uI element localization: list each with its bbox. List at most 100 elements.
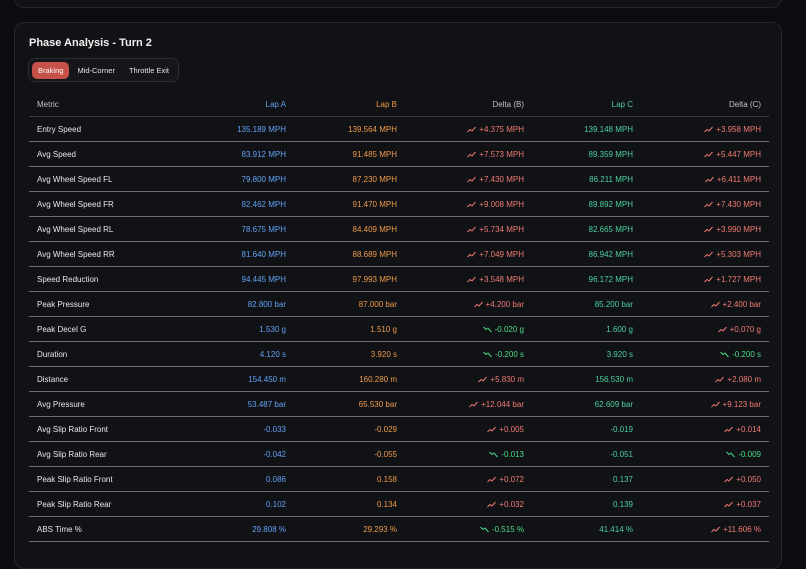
column-header: Delta (B) bbox=[405, 92, 532, 117]
trend-up-icon bbox=[467, 201, 477, 207]
value-cell: 160.280 m bbox=[294, 366, 405, 392]
value-cell: 96.172 MPH bbox=[532, 266, 641, 292]
delta-cell: +7.430 MPH bbox=[405, 166, 532, 192]
trend-up-icon bbox=[467, 276, 477, 282]
table-row: Avg Wheel Speed RR 81.640 MPH 88.689 MPH +7… bbox=[29, 241, 769, 267]
delta-text: +0.070 g bbox=[729, 324, 761, 334]
table-body: Entry Speed 135.189 MPH 139.564 MPH +4.375 … bbox=[29, 116, 769, 542]
value-cell: 0.158 bbox=[294, 466, 405, 492]
delta-cell: -0.200 s bbox=[405, 341, 532, 367]
column-header: Lap C bbox=[532, 92, 641, 117]
delta-cell: -0.200 s bbox=[641, 341, 769, 367]
delta-cell: +12.044 bar bbox=[405, 391, 532, 417]
value-cell: 1.600 g bbox=[532, 316, 641, 342]
value-cell: 1.510 g bbox=[294, 316, 405, 342]
value-cell: 79.800 MPH bbox=[186, 166, 294, 192]
table-row: Duration 4.120 s 3.920 s -0.200 s 3.920 s -0.… bbox=[29, 341, 769, 367]
delta-text: +0.037 bbox=[736, 499, 761, 509]
value-cell: 83.912 MPH bbox=[186, 141, 294, 167]
delta-text: -0.200 s bbox=[495, 349, 524, 359]
delta-cell: +3.548 MPH bbox=[405, 266, 532, 292]
column-header: Metric bbox=[29, 92, 186, 117]
trend-up-icon bbox=[704, 151, 714, 157]
value-cell: 41.414 % bbox=[532, 516, 641, 542]
column-header: Lap B bbox=[294, 92, 405, 117]
value-cell: -0.051 bbox=[532, 441, 641, 467]
value-cell: 139.148 MPH bbox=[532, 116, 641, 142]
trend-up-icon bbox=[704, 201, 714, 207]
delta-text: +0.032 bbox=[499, 499, 524, 509]
value-cell: 82.665 MPH bbox=[532, 216, 641, 242]
trend-up-icon bbox=[704, 226, 714, 232]
delta-cell: -0.013 bbox=[405, 441, 532, 467]
value-cell: 62.609 bar bbox=[532, 391, 641, 417]
delta-text: +7.430 MPH bbox=[479, 174, 524, 184]
trend-up-icon bbox=[705, 176, 714, 182]
trend-up-icon bbox=[711, 526, 720, 532]
header-row: Metric Lap A Lap B Delta (B) Lap C Delta (C) bbox=[29, 92, 769, 117]
tab[interactable]: Braking bbox=[32, 61, 70, 79]
delta-cell: +3.958 MPH bbox=[641, 116, 769, 142]
tab[interactable]: Mid-Corner bbox=[77, 65, 115, 75]
trend-up-icon bbox=[487, 426, 497, 432]
delta-text: +0.050 bbox=[736, 474, 761, 484]
delta-cell: -0.515 % bbox=[405, 516, 532, 542]
trend-up-icon bbox=[487, 476, 497, 482]
trend-up-icon bbox=[717, 326, 727, 332]
value-cell: 97.993 MPH bbox=[294, 266, 405, 292]
previous-card bbox=[14, 0, 782, 8]
table-row: Entry Speed 135.189 MPH 139.564 MPH +4.375 … bbox=[29, 116, 769, 142]
value-cell: 88.689 MPH bbox=[294, 241, 405, 267]
delta-text: -0.515 % bbox=[491, 524, 524, 534]
table-row: Avg Wheel Speed FL 79.800 MPH 87.230 MPH +7… bbox=[29, 166, 769, 192]
delta-cell: +4.375 MPH bbox=[405, 116, 532, 142]
trend-down-icon bbox=[720, 351, 729, 357]
value-cell: 89.359 MPH bbox=[532, 141, 641, 167]
trend-up-icon bbox=[704, 276, 714, 282]
trend-down-icon bbox=[482, 326, 492, 332]
value-cell: 91.470 MPH bbox=[294, 191, 405, 217]
trend-down-icon bbox=[489, 451, 499, 457]
table-row: Speed Reduction 94.445 MPH 97.993 MPH +3.54… bbox=[29, 266, 769, 292]
delta-text: +7.430 MPH bbox=[716, 199, 761, 209]
delta-cell: +1.727 MPH bbox=[641, 266, 769, 292]
delta-cell: +5.447 MPH bbox=[641, 141, 769, 167]
delta-cell: +9.008 MPH bbox=[405, 191, 532, 217]
metric-cell: Distance bbox=[29, 366, 186, 392]
trend-up-icon bbox=[478, 376, 488, 382]
tab[interactable]: Throttle Exit bbox=[128, 65, 169, 75]
delta-cell: +0.032 bbox=[405, 491, 532, 517]
delta-cell: +4.200 bar bbox=[405, 291, 532, 317]
delta-text: +5.303 MPH bbox=[716, 249, 761, 259]
metric-cell: Avg Pressure bbox=[29, 391, 186, 417]
value-cell: 82.800 bar bbox=[186, 291, 294, 317]
delta-text: -0.013 bbox=[501, 449, 524, 459]
value-cell: 53.487 bar bbox=[186, 391, 294, 417]
delta-text: +3.958 MPH bbox=[716, 124, 761, 134]
metric-cell: Avg Slip Ratio Front bbox=[29, 416, 186, 442]
delta-cell: +0.072 bbox=[405, 466, 532, 492]
value-cell: 156.530 m bbox=[532, 366, 641, 392]
delta-text: +12.044 bar bbox=[481, 399, 524, 409]
value-cell: 135.189 MPH bbox=[186, 116, 294, 142]
value-cell: -0.019 bbox=[532, 416, 641, 442]
metric-cell: Avg Wheel Speed RL bbox=[29, 216, 186, 242]
value-cell: 0.139 bbox=[532, 491, 641, 517]
delta-cell: +2.080 m bbox=[641, 366, 769, 392]
delta-text: +2.080 m bbox=[727, 374, 761, 384]
trend-up-icon bbox=[724, 476, 734, 482]
delta-text: +5.734 MPH bbox=[479, 224, 524, 234]
delta-cell: +2.400 bar bbox=[641, 291, 769, 317]
value-cell: 0.086 bbox=[186, 466, 294, 492]
delta-cell: +3.990 MPH bbox=[641, 216, 769, 242]
delta-text: -0.020 g bbox=[494, 324, 524, 334]
delta-cell: +0.037 bbox=[641, 491, 769, 517]
delta-text: +7.049 MPH bbox=[479, 249, 524, 259]
trend-up-icon bbox=[487, 501, 497, 507]
comparison-table: Metric Lap A Lap B Delta (B) Lap C Delta (C) … bbox=[29, 92, 769, 542]
metric-cell: Entry Speed bbox=[29, 116, 186, 142]
value-cell: 3.920 s bbox=[294, 341, 405, 367]
table-row: ABS Time % 29.808 % 29.293 % -0.515 % 41.414… bbox=[29, 516, 769, 542]
value-cell: 0.102 bbox=[186, 491, 294, 517]
value-cell: 94.445 MPH bbox=[186, 266, 294, 292]
